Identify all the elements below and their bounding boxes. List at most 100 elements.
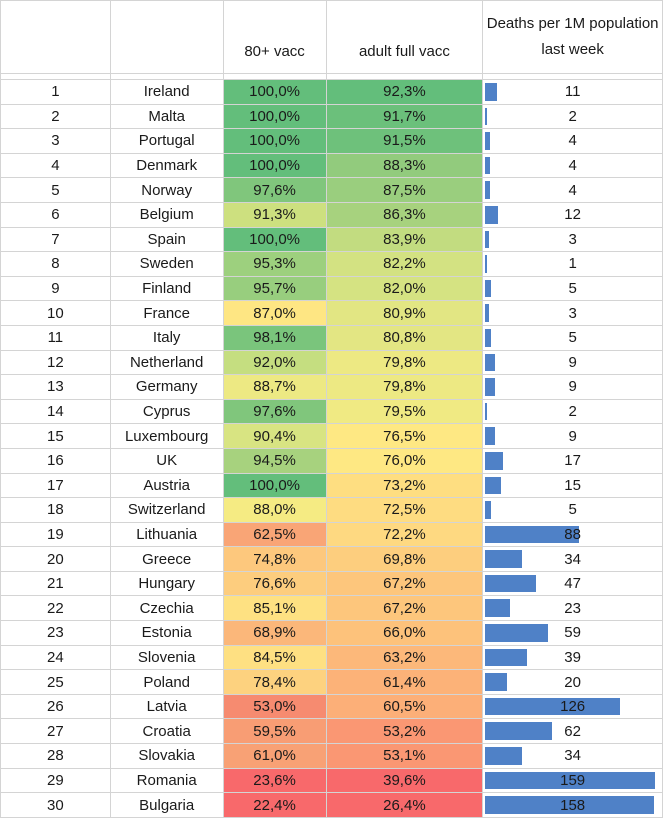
country-cell[interactable]: Czechia xyxy=(109,595,224,622)
adult-vacc-cell[interactable]: 72,2% xyxy=(325,521,484,548)
country-cell[interactable]: Spain xyxy=(109,226,224,253)
country-cell[interactable]: Sweden xyxy=(109,251,224,277)
vacc80-cell[interactable]: 62,5% xyxy=(222,521,327,548)
rank-cell[interactable]: 1 xyxy=(0,79,111,105)
country-cell[interactable]: France xyxy=(109,300,224,326)
vacc80-cell[interactable]: 91,3% xyxy=(222,201,327,228)
rank-cell[interactable]: 12 xyxy=(0,349,111,376)
rank-cell[interactable]: 2 xyxy=(0,103,111,130)
vacc80-cell[interactable]: 94,5% xyxy=(222,447,327,474)
deaths-cell[interactable]: 62 xyxy=(482,718,663,745)
adult-vacc-cell[interactable]: 69,8% xyxy=(325,546,484,572)
rank-cell[interactable]: 14 xyxy=(0,398,111,425)
country-cell[interactable]: Norway xyxy=(109,177,224,203)
adult-vacc-cell[interactable]: 79,8% xyxy=(325,349,484,376)
country-cell[interactable]: Latvia xyxy=(109,693,224,720)
vacc80-cell[interactable]: 100,0% xyxy=(222,128,327,154)
rank-cell[interactable]: 21 xyxy=(0,570,111,597)
vacc80-cell[interactable]: 98,1% xyxy=(222,324,327,351)
vacc80-cell[interactable]: 85,1% xyxy=(222,595,327,622)
deaths-cell[interactable]: 159 xyxy=(482,767,663,794)
rank-cell[interactable]: 7 xyxy=(0,226,111,253)
rank-cell[interactable]: 10 xyxy=(0,300,111,326)
deaths-cell[interactable]: 88 xyxy=(482,521,663,548)
rank-cell[interactable]: 23 xyxy=(0,620,111,646)
rank-cell[interactable]: 6 xyxy=(0,201,111,228)
adult-vacc-cell[interactable]: 80,8% xyxy=(325,324,484,351)
rank-cell[interactable]: 18 xyxy=(0,497,111,523)
vacc80-cell[interactable]: 97,6% xyxy=(222,398,327,425)
adult-vacc-cell[interactable]: 67,2% xyxy=(325,595,484,622)
rank-cell[interactable]: 13 xyxy=(0,374,111,400)
vacc80-cell[interactable]: 53,0% xyxy=(222,693,327,720)
deaths-cell[interactable]: 59 xyxy=(482,620,663,646)
empty-cell[interactable] xyxy=(325,73,484,80)
adult-vacc-cell[interactable]: 88,3% xyxy=(325,152,484,179)
vacc80-cell[interactable]: 22,4% xyxy=(222,792,327,818)
country-cell[interactable]: Lithuania xyxy=(109,521,224,548)
country-cell[interactable]: Romania xyxy=(109,767,224,794)
adult-vacc-cell[interactable]: 60,5% xyxy=(325,693,484,720)
rank-cell[interactable]: 30 xyxy=(0,792,111,818)
rank-cell[interactable]: 22 xyxy=(0,595,111,622)
header-deaths[interactable]: Deaths per 1M population last week xyxy=(482,0,663,74)
deaths-cell[interactable]: 9 xyxy=(482,349,663,376)
rank-cell[interactable]: 3 xyxy=(0,128,111,154)
deaths-cell[interactable]: 47 xyxy=(482,570,663,597)
deaths-cell[interactable]: 3 xyxy=(482,226,663,253)
deaths-cell[interactable]: 2 xyxy=(482,398,663,425)
vacc80-cell[interactable]: 95,3% xyxy=(222,251,327,277)
country-cell[interactable]: Switzerland xyxy=(109,497,224,523)
rank-cell[interactable]: 4 xyxy=(0,152,111,179)
country-cell[interactable]: Denmark xyxy=(109,152,224,179)
vacc80-cell[interactable]: 97,6% xyxy=(222,177,327,203)
deaths-cell[interactable]: 5 xyxy=(482,275,663,302)
country-cell[interactable]: Cyprus xyxy=(109,398,224,425)
adult-vacc-cell[interactable]: 72,5% xyxy=(325,497,484,523)
rank-cell[interactable]: 11 xyxy=(0,324,111,351)
deaths-cell[interactable]: 20 xyxy=(482,669,663,695)
empty-cell[interactable] xyxy=(222,73,327,80)
deaths-cell[interactable]: 34 xyxy=(482,546,663,572)
vacc80-cell[interactable]: 100,0% xyxy=(222,79,327,105)
adult-vacc-cell[interactable]: 79,5% xyxy=(325,398,484,425)
adult-vacc-cell[interactable]: 82,2% xyxy=(325,251,484,277)
header-country[interactable] xyxy=(109,0,224,74)
adult-vacc-cell[interactable]: 26,4% xyxy=(325,792,484,818)
adult-vacc-cell[interactable]: 87,5% xyxy=(325,177,484,203)
vacc80-cell[interactable]: 78,4% xyxy=(222,669,327,695)
adult-vacc-cell[interactable]: 76,0% xyxy=(325,447,484,474)
country-cell[interactable]: Malta xyxy=(109,103,224,130)
rank-cell[interactable]: 9 xyxy=(0,275,111,302)
rank-cell[interactable]: 29 xyxy=(0,767,111,794)
rank-cell[interactable]: 20 xyxy=(0,546,111,572)
country-cell[interactable]: Netherland xyxy=(109,349,224,376)
deaths-cell[interactable]: 5 xyxy=(482,497,663,523)
empty-cell[interactable] xyxy=(109,73,224,80)
deaths-cell[interactable]: 4 xyxy=(482,152,663,179)
header-80plus-vacc[interactable]: 80+ vacc xyxy=(222,0,327,74)
empty-cell[interactable] xyxy=(482,73,663,80)
rank-cell[interactable]: 5 xyxy=(0,177,111,203)
rank-cell[interactable]: 8 xyxy=(0,251,111,277)
rank-cell[interactable]: 28 xyxy=(0,743,111,769)
vacc80-cell[interactable]: 68,9% xyxy=(222,620,327,646)
deaths-cell[interactable]: 39 xyxy=(482,644,663,671)
rank-cell[interactable]: 24 xyxy=(0,644,111,671)
country-cell[interactable]: Luxembourg xyxy=(109,423,224,449)
rank-cell[interactable]: 25 xyxy=(0,669,111,695)
country-cell[interactable]: Estonia xyxy=(109,620,224,646)
deaths-cell[interactable]: 2 xyxy=(482,103,663,130)
vacc80-cell[interactable]: 59,5% xyxy=(222,718,327,745)
deaths-cell[interactable]: 9 xyxy=(482,423,663,449)
rank-cell[interactable]: 19 xyxy=(0,521,111,548)
deaths-cell[interactable]: 9 xyxy=(482,374,663,400)
deaths-cell[interactable]: 158 xyxy=(482,792,663,818)
rank-cell[interactable]: 15 xyxy=(0,423,111,449)
adult-vacc-cell[interactable]: 80,9% xyxy=(325,300,484,326)
vacc80-cell[interactable]: 100,0% xyxy=(222,472,327,499)
country-cell[interactable]: Italy xyxy=(109,324,224,351)
country-cell[interactable]: Hungary xyxy=(109,570,224,597)
country-cell[interactable]: Germany xyxy=(109,374,224,400)
deaths-cell[interactable]: 17 xyxy=(482,447,663,474)
